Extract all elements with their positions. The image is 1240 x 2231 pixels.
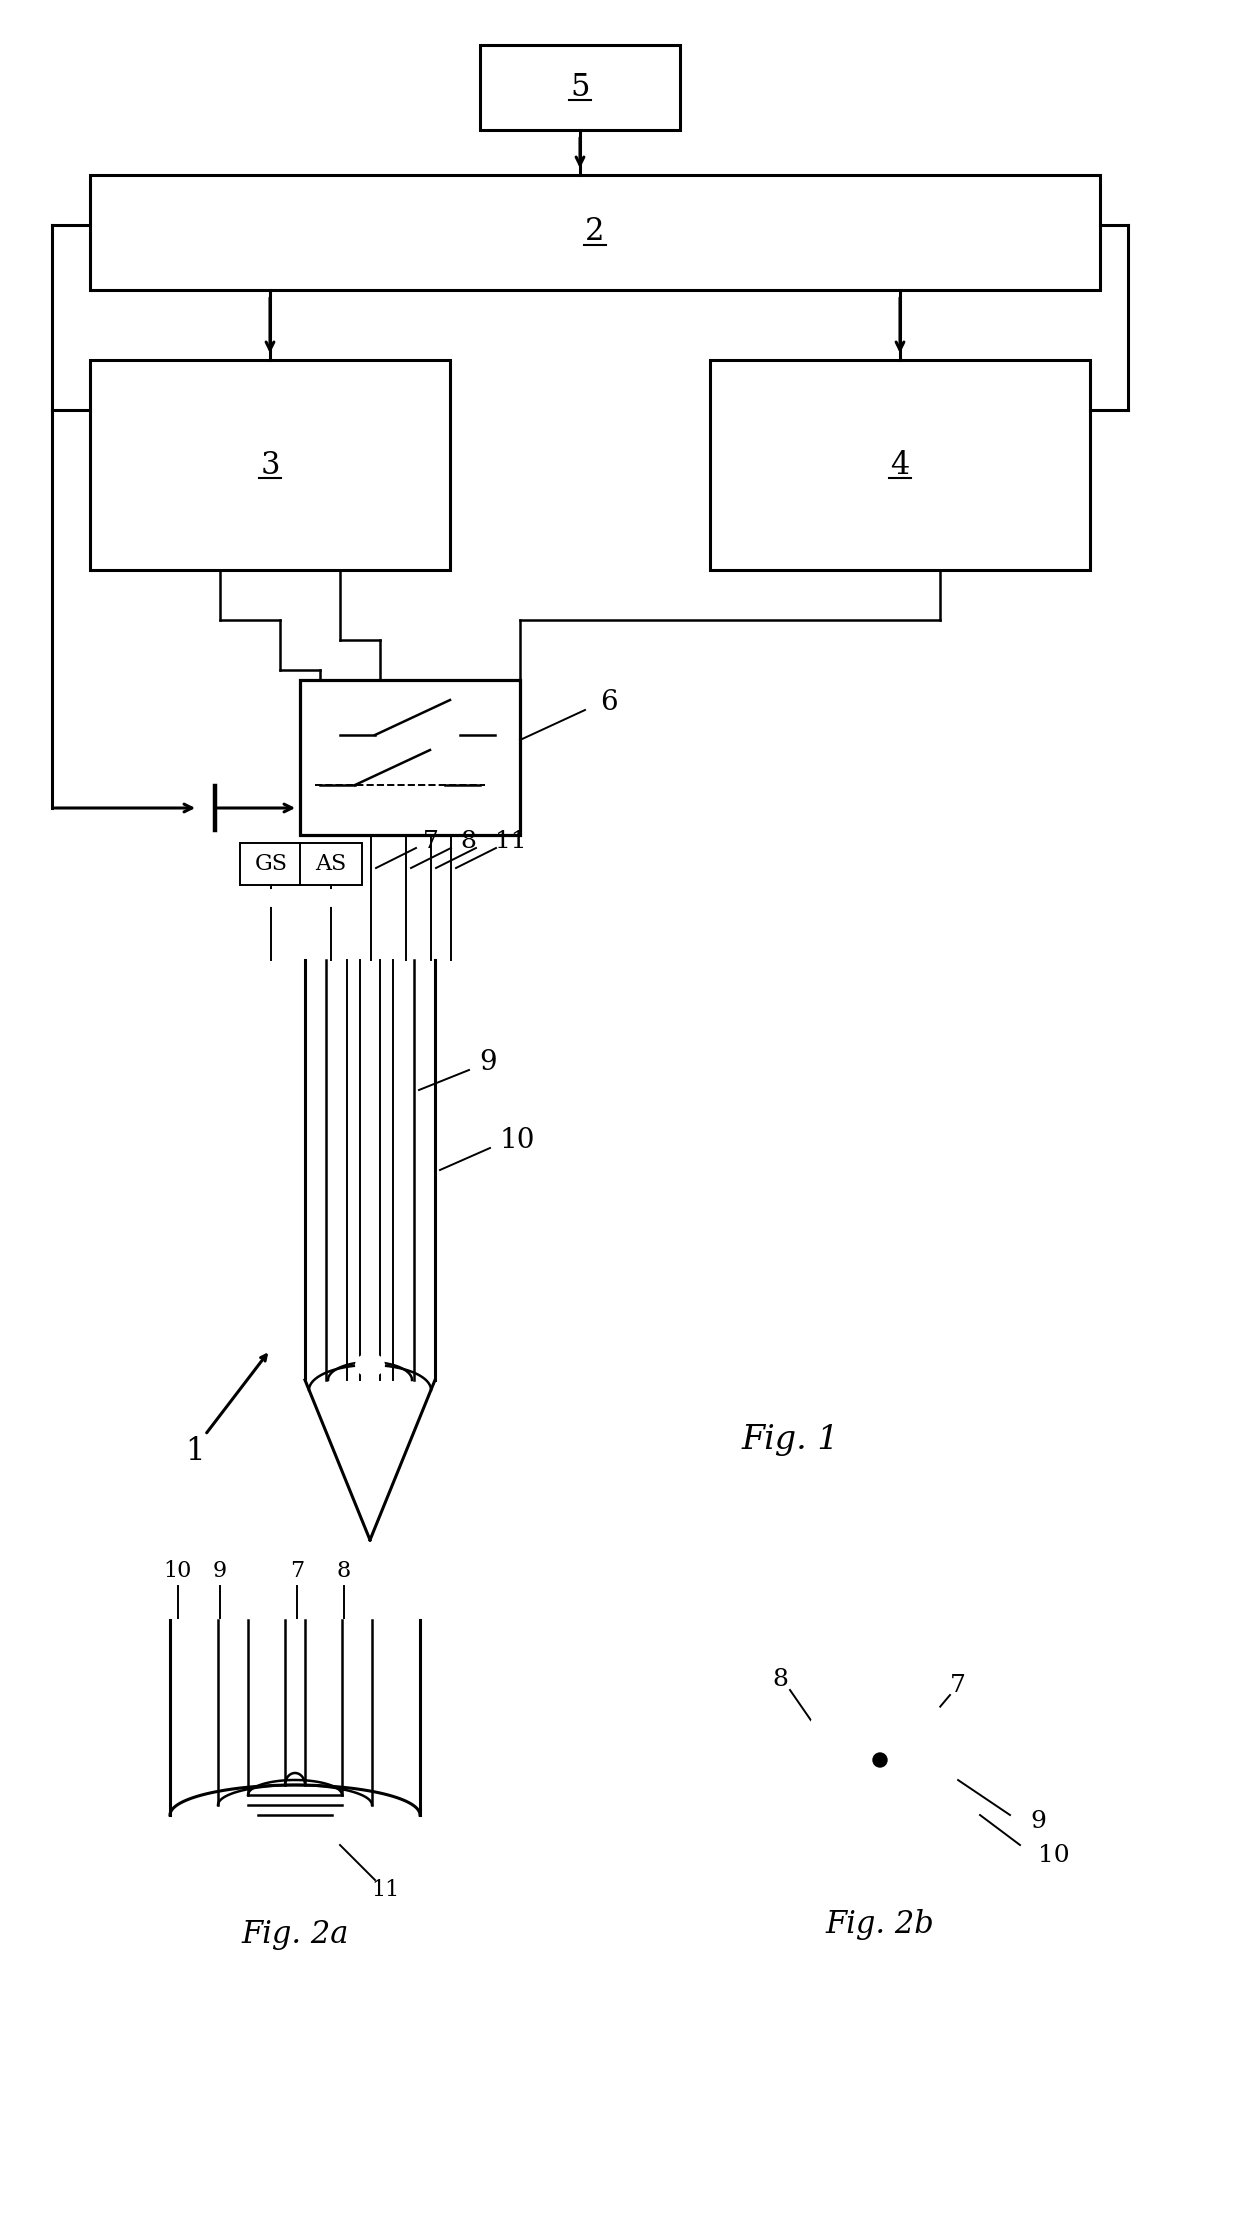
Bar (300, 680, 520, 834)
Text: 10: 10 (1038, 1843, 1070, 1867)
Bar (711, 359, 1090, 569)
Text: GS: GS (254, 852, 288, 875)
Bar (91, 174, 1100, 290)
Text: 11: 11 (371, 1879, 399, 1901)
Bar (91, 359, 450, 569)
Circle shape (770, 1651, 990, 1870)
Circle shape (322, 890, 339, 906)
Text: AS: AS (315, 852, 347, 875)
Text: 8: 8 (460, 830, 476, 852)
Text: 4: 4 (890, 448, 910, 480)
Text: 7: 7 (950, 1673, 966, 1696)
Text: Fig. 2b: Fig. 2b (826, 1910, 935, 1941)
Text: 10: 10 (500, 1127, 536, 1153)
Text: 9: 9 (479, 1049, 497, 1078)
Text: Fig. 2a: Fig. 2a (242, 1919, 348, 1950)
Circle shape (873, 1754, 887, 1767)
Text: 8: 8 (773, 1669, 787, 1691)
Bar (300, 843, 362, 886)
Ellipse shape (356, 1354, 384, 1377)
Text: 6: 6 (600, 689, 618, 716)
Text: 10: 10 (164, 1559, 192, 1582)
Text: 7: 7 (423, 830, 439, 852)
Bar (480, 45, 680, 129)
Text: 2: 2 (585, 216, 605, 248)
Text: 9: 9 (1030, 1812, 1045, 1834)
Text: 7: 7 (290, 1559, 304, 1582)
Text: 8: 8 (337, 1559, 351, 1582)
Circle shape (858, 1738, 901, 1783)
Bar (241, 843, 303, 886)
Text: Fig. 1: Fig. 1 (742, 1423, 838, 1457)
Text: 1: 1 (185, 1437, 205, 1468)
Text: 3: 3 (260, 448, 280, 480)
Text: 9: 9 (213, 1559, 227, 1582)
Circle shape (263, 890, 279, 906)
Circle shape (828, 1709, 932, 1812)
Text: 5: 5 (570, 71, 590, 103)
Text: 11: 11 (495, 830, 527, 852)
Circle shape (802, 1682, 959, 1838)
